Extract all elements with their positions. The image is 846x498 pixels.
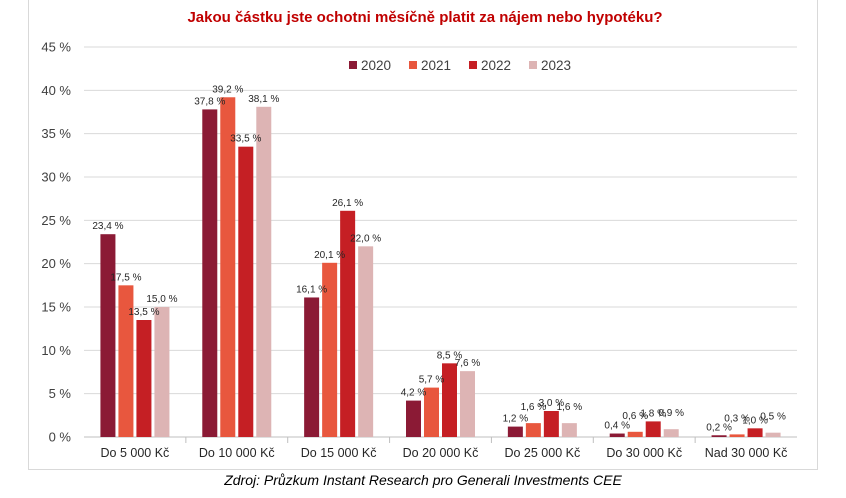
y-tick-label: 30 % [41,170,71,185]
legend-swatch [469,61,477,69]
bar [322,262,338,437]
bar [220,97,236,438]
data-label: 20,1 % [314,250,345,261]
bar [154,307,170,437]
data-label: 26,1 % [332,198,363,209]
bar [507,426,523,437]
bar [406,400,421,437]
x-tick-label: Do 5 000 Kč [101,446,170,460]
bar [118,285,134,437]
data-label: 17,5 % [110,272,141,283]
bar [460,371,475,437]
bar [627,431,643,437]
bar [442,363,457,437]
x-tick-label: Do 25 000 Kč [504,446,580,460]
data-label: 22,0 % [350,233,381,244]
bar [202,109,218,438]
bar [304,297,320,437]
data-label: 1,0 % [742,415,768,426]
bar [340,210,356,437]
y-tick-label: 15 % [41,300,71,315]
data-label: 1,6 % [557,402,583,413]
data-label: 0,3 % [724,413,750,424]
y-tick-label: 45 % [41,40,71,55]
legend-label: 2023 [541,58,571,73]
chart-frame [28,0,818,470]
legend-label: 2020 [361,58,391,73]
data-label: 38,1 % [248,94,279,105]
bar [711,435,727,437]
x-tick-label: Nad 30 000 Kč [705,446,788,460]
legend: 2020 2021 2022 2023 [349,58,571,73]
y-tick-label: 0 % [49,430,72,445]
data-labels: 23,4 % 17,5 % 13,5 % 15,0 % 37,8 %39,2 % 33,5… [92,84,786,433]
data-label: 16,1 % [296,284,327,295]
chart-title: Jakou částku jste ochotni měsíčně platit… [187,9,662,26]
legend-swatch [409,61,417,69]
bar [358,246,374,437]
data-label: 0,6 % [622,411,648,422]
legend-label: 2021 [421,58,451,73]
data-label: 13,5 % [128,307,159,318]
bar [256,106,272,438]
data-label: 0,2 % [706,422,732,433]
bar [543,411,559,437]
data-label: 0,5 % [760,412,786,423]
data-label: 1,8 % [640,408,666,419]
data-label: 23,4 % [92,221,123,232]
y-tick-label: 40 % [41,83,71,98]
bar [609,433,625,437]
y-tick-label: 20 % [41,256,71,271]
bar-chart: Jakou částku jste ochotni měsíčně platit… [41,9,797,461]
bar [561,423,577,437]
bar [729,434,745,437]
bar [136,320,152,437]
y-tick-label: 35 % [41,126,71,141]
y-tick-label: 5 % [49,386,72,401]
data-label: 1,2 % [503,414,529,425]
axes: 0 % 5 % 10 % 15 % 20 % 25 % 30 % 35 % 40 % 45 % Do… [41,40,787,461]
bar [747,428,763,437]
x-tick-label: Do 20 000 Kč [403,446,479,460]
source-note: Zdroj: Průzkum Instant Research pro Gene… [224,472,622,488]
legend-swatch [529,61,537,69]
bar [663,429,679,437]
data-label: 15,0 % [146,294,177,305]
data-label: 1,6 % [521,402,547,413]
bar [238,146,254,437]
legend-label: 2022 [481,58,511,73]
data-label: 33,5 % [230,134,261,145]
data-label: 0,4 % [604,421,630,432]
bar [525,423,541,437]
bars [100,97,781,438]
data-label: 4,2 % [401,388,427,399]
bar [765,432,781,437]
y-tick-label: 25 % [41,213,71,228]
data-label: 39,2 % [212,84,243,95]
x-tick-label: Do 10 000 Kč [199,446,275,460]
data-label: 37,8 % [194,96,225,107]
y-tick-label: 10 % [41,343,71,358]
bar [424,387,439,437]
x-tick-label: Do 30 000 Kč [606,446,682,460]
data-label: 5,7 % [419,375,445,386]
bar [645,421,661,437]
data-label: 7,6 % [455,358,481,369]
data-label: 0,9 % [658,408,684,419]
legend-swatch [349,61,357,69]
data-label: 8,5 % [437,350,463,361]
data-label: 3,0 % [539,398,565,409]
bar [100,234,116,437]
x-tick-label: Do 15 000 Kč [301,446,377,460]
